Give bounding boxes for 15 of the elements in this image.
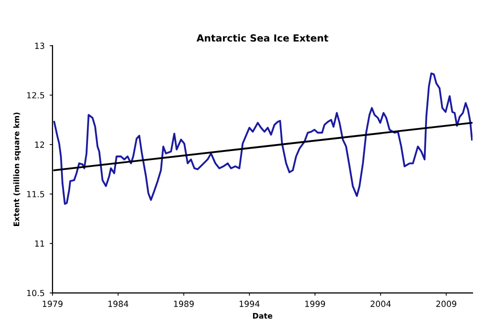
x-tick-label: 1989	[174, 300, 194, 307]
x-tick-label: 1979	[42, 300, 63, 307]
y-tick-label: 12.5	[27, 92, 44, 98]
y-tick-label: 11	[35, 240, 44, 247]
line-series	[53, 72, 472, 205]
y-tick-label: 13	[35, 42, 44, 49]
x-tick-label: 2009	[436, 300, 456, 307]
x-tick-label: 2004	[370, 300, 391, 307]
x-tick-label: 1994	[240, 300, 260, 307]
x-tick-label: 1999	[305, 300, 326, 307]
x-tick-label: 1984	[108, 300, 128, 307]
chart-title: Antarctic Sea Ice Extent	[196, 34, 328, 42]
y-tick-label: 11.5	[27, 191, 44, 198]
y-tick-label: 10.5	[27, 290, 44, 296]
y-tick-label: 12	[35, 142, 44, 148]
